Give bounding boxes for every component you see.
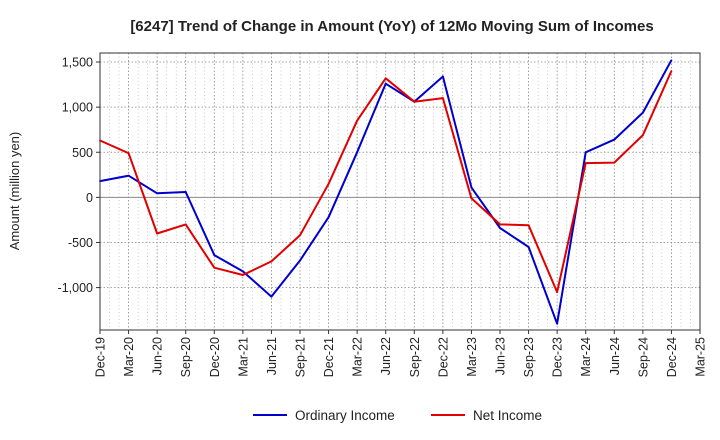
data-point <box>441 75 444 78</box>
y-tick-label: 0 <box>86 191 93 205</box>
data-point <box>470 197 473 200</box>
data-point <box>641 134 644 137</box>
data-point <box>270 295 273 298</box>
x-tick-label: Sep-23 <box>522 337 536 377</box>
data-point <box>613 138 616 141</box>
x-tick-label: Dec-24 <box>665 337 679 377</box>
data-point <box>384 82 387 85</box>
y-tick-label: 1,500 <box>62 56 93 70</box>
data-point <box>499 227 501 229</box>
data-point <box>670 70 673 72</box>
y-tick-label: -500 <box>68 236 93 250</box>
x-tick-label: Jun-24 <box>608 337 622 375</box>
x-tick-label: Dec-22 <box>436 337 450 377</box>
data-point <box>156 232 159 235</box>
data-point <box>184 191 187 193</box>
data-point <box>241 274 244 276</box>
x-tick-label: Sep-24 <box>636 337 650 377</box>
x-tick-label: Dec-19 <box>94 337 108 377</box>
x-tick-label: Dec-23 <box>551 337 565 377</box>
x-tick-label: Mar-22 <box>351 337 365 377</box>
data-point <box>470 186 473 189</box>
x-tick-label: Mar-21 <box>236 337 250 377</box>
data-point <box>613 161 616 164</box>
data-point <box>584 162 587 164</box>
x-axis-ticks: Dec-19 Mar-20 Jun-20 Sep-20 Dec-20 Mar-21 Jun-… <box>94 330 708 377</box>
x-tick-label: Jun-22 <box>379 337 393 375</box>
x-tick-label: Jun-23 <box>494 337 508 375</box>
y-axis-label: Amount (million yen) <box>7 132 22 251</box>
x-tick-label: Mar-24 <box>579 337 593 377</box>
x-tick-label: Jun-21 <box>265 337 279 375</box>
plot-background <box>100 53 700 330</box>
x-tick-label: Sep-22 <box>408 337 422 377</box>
plot-frame <box>99 52 701 331</box>
data-point <box>384 77 387 80</box>
data-point <box>356 151 359 154</box>
chart-title: [6247] Trend of Change in Amount (YoY) o… <box>130 18 653 35</box>
data-point <box>213 266 216 269</box>
legend-label: Net Income <box>473 408 542 423</box>
data-point <box>270 260 273 263</box>
x-tick-label: Dec-21 <box>322 337 336 377</box>
data-point <box>556 291 559 294</box>
y-tick-label: 500 <box>72 146 93 160</box>
x-tick-label: Mar-20 <box>122 337 136 377</box>
data-point <box>527 224 530 227</box>
data-point <box>356 119 359 122</box>
gridlines <box>100 53 700 330</box>
data-point <box>556 322 559 325</box>
x-tick-label: Mar-25 <box>694 337 708 377</box>
data-point <box>127 152 130 155</box>
y-axis-ticks: -1,000 -500 0 500 1,000 1,500 <box>58 56 100 295</box>
data-point <box>213 254 216 257</box>
legend-label: Ordinary Income <box>295 408 395 423</box>
data-point <box>299 234 301 237</box>
data-point <box>499 223 501 226</box>
data-point <box>127 174 130 177</box>
x-tick-label: Sep-21 <box>294 337 308 377</box>
data-point <box>641 111 644 114</box>
x-tick-label: Jun-20 <box>151 337 165 375</box>
y-tick-label: 1,000 <box>62 101 93 115</box>
plot-border <box>99 52 701 331</box>
data-point <box>441 97 444 100</box>
x-tick-label: Dec-20 <box>208 337 222 377</box>
legend: Ordinary Income Net Income <box>253 408 542 423</box>
x-tick-label: Sep-20 <box>179 337 193 377</box>
legend-item-net-income: Net Income <box>431 408 542 423</box>
data-point <box>241 270 244 273</box>
legend-item-ordinary-income: Ordinary Income <box>253 408 395 423</box>
data-point <box>584 151 587 154</box>
data-point <box>327 182 330 185</box>
data-point <box>413 100 416 103</box>
data-point <box>670 59 673 62</box>
data-point <box>299 259 301 262</box>
y-tick-label: -1,000 <box>58 281 93 295</box>
data-point <box>156 192 159 195</box>
plot-area <box>100 53 700 330</box>
data-point <box>327 216 330 219</box>
data-point <box>184 223 187 226</box>
x-tick-label: Mar-23 <box>465 337 479 377</box>
data-point <box>527 246 530 248</box>
